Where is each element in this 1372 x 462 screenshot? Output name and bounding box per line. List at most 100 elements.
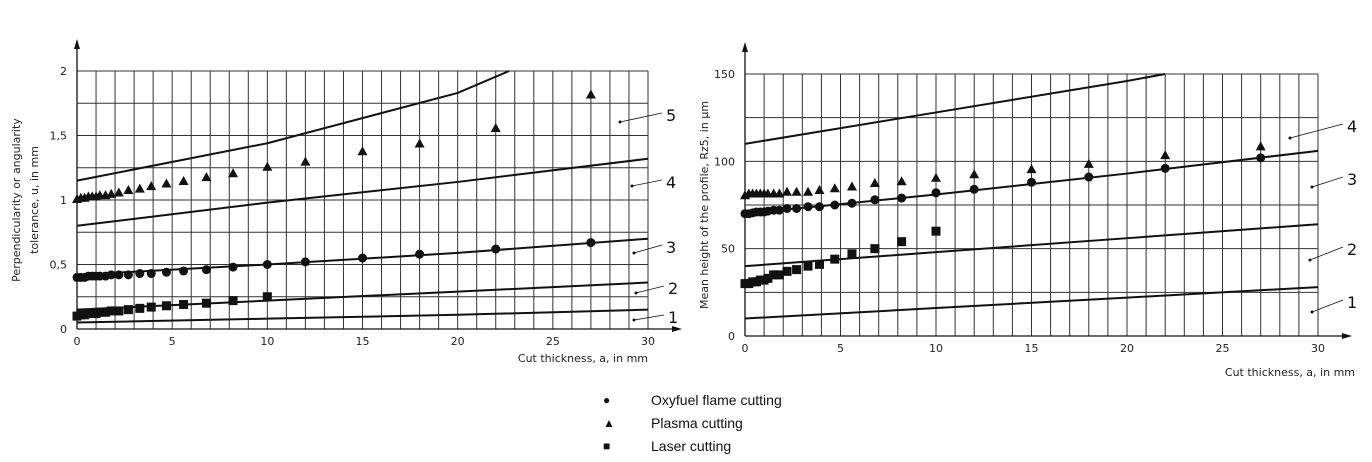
leader-line (1309, 246, 1344, 261)
data-point-plasma (414, 138, 425, 148)
data-point-oxyfuel (1027, 177, 1036, 187)
y-axis-arrow-icon (74, 39, 80, 49)
x-tick-label: 30 (1311, 342, 1325, 355)
data-point-plasma (791, 186, 802, 196)
triangle-marker-icon: ▲ (603, 415, 615, 430)
y-tick-label: 1,5 (50, 130, 68, 143)
data-point-laser (774, 270, 784, 280)
data-point-plasma (803, 186, 814, 196)
data-point-laser (106, 306, 116, 316)
tolerance-curve-1 (76, 308, 649, 324)
y-tick-label: 0 (60, 323, 67, 336)
tolerance-curve-2 (76, 281, 649, 311)
leader-line (631, 179, 663, 187)
data-point-plasma (161, 178, 172, 188)
data-point-laser (803, 261, 813, 271)
x-tick-label: 10 (260, 335, 274, 348)
data-point-plasma (782, 186, 793, 196)
leader-line (1311, 176, 1344, 188)
data-point-plasma (869, 178, 880, 188)
x-tick-label: 15 (1025, 342, 1039, 355)
legend-label: Plasma cutting (651, 414, 743, 431)
x-tick-label: 30 (641, 335, 655, 348)
y-tick-label: 1 (60, 194, 67, 207)
data-point-oxyfuel (814, 202, 824, 212)
legend-label: Oxyfuel flame cutting (651, 391, 782, 408)
data-point-oxyfuel (228, 262, 238, 272)
legend-label: Laser cutting (651, 437, 732, 454)
data-point-laser (146, 302, 156, 312)
data-point-oxyfuel (146, 269, 156, 279)
y-axis-arrow-icon (742, 42, 748, 52)
legend-item-oxyfuel: ● Oxyfuel flame cutting (603, 388, 782, 411)
data-point-laser (201, 298, 211, 308)
data-point-plasma (134, 183, 145, 193)
leader-line (619, 112, 663, 123)
x-axis-arrow-icon (1342, 333, 1352, 339)
data-point-laser (262, 292, 272, 302)
data-point-laser (847, 249, 857, 259)
data-point-plasma (490, 123, 501, 133)
data-point-oxyfuel (415, 249, 425, 259)
data-point-plasma (846, 181, 857, 191)
data-point-laser (763, 273, 773, 283)
x-tick-label: 25 (546, 335, 560, 348)
leader-line (1311, 299, 1344, 313)
data-point-oxyfuel (931, 188, 941, 198)
curve-label-1: 1 (668, 308, 678, 327)
data-point-laser (782, 266, 792, 276)
data-point-oxyfuel (586, 238, 596, 248)
data-point-laser (931, 226, 941, 236)
curve-label-1: 1 (1347, 293, 1357, 312)
data-point-oxyfuel (969, 184, 979, 194)
curve-label-3: 3 (666, 238, 676, 257)
data-point-oxyfuel (300, 257, 310, 267)
data-point-oxyfuel (161, 267, 171, 277)
curve-label-2: 2 (1347, 240, 1357, 259)
leader-line (1289, 123, 1344, 139)
data-point-laser (161, 301, 171, 311)
data-point-plasma (262, 161, 273, 171)
data-point-laser (101, 307, 111, 317)
y-tick-label: 150 (714, 68, 735, 81)
chart-panel-2: 0 5 10 15 20 25 30 0 50 100 150 Mean height of the … (698, 42, 1357, 379)
data-point-plasma (123, 184, 134, 194)
data-point-laser (114, 306, 124, 316)
data-point-oxyfuel (1084, 172, 1094, 182)
data-point-plasma (146, 181, 157, 191)
data-point-laser (792, 265, 802, 275)
y-tick-label: 0,5 (50, 259, 68, 272)
data-point-laser (814, 259, 824, 269)
leader-line (633, 244, 663, 254)
x-tick-label: 0 (742, 342, 749, 355)
data-point-oxyfuel (114, 270, 124, 280)
data-point-oxyfuel (870, 195, 880, 205)
x-axis-arrow-icon (672, 326, 682, 332)
data-point-plasma (113, 187, 124, 197)
data-point-plasma (1255, 141, 1266, 151)
circle-marker-icon: ● (603, 392, 611, 407)
tolerance-curve-5 (76, 70, 510, 182)
x-tick-label: 5 (837, 342, 844, 355)
data-point-oxyfuel (123, 270, 133, 280)
y-tick-label: 0 (728, 330, 735, 343)
data-point-laser (228, 296, 238, 306)
data-point-plasma (357, 146, 368, 156)
data-point-plasma (201, 172, 212, 182)
data-point-laser (769, 270, 779, 280)
curve-label-2: 2 (668, 279, 678, 298)
data-point-oxyfuel (1256, 153, 1266, 163)
y-tick-label: 100 (714, 155, 735, 168)
data-point-plasma (814, 185, 825, 195)
curve-label-5: 5 (666, 106, 676, 125)
data-point-oxyfuel (897, 193, 907, 203)
tolerance-curve-4 (744, 73, 1166, 145)
data-point-oxyfuel (782, 203, 792, 213)
data-point-plasma (585, 89, 596, 99)
tolerance-curve-2 (744, 223, 1319, 268)
data-point-plasma (969, 169, 980, 179)
x-tick-label: 0 (74, 335, 81, 348)
data-point-plasma (228, 168, 239, 178)
data-point-laser (870, 244, 880, 254)
